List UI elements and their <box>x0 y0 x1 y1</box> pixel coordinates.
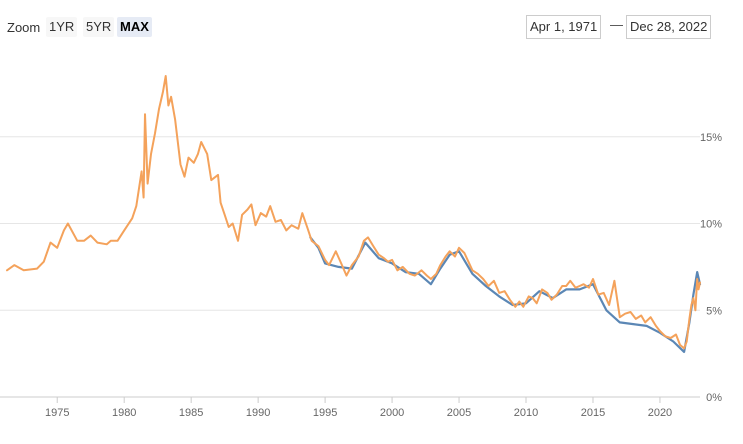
series-line-1 <box>6 75 701 350</box>
x-tick-label: 1985 <box>179 407 203 419</box>
series-line-2 <box>309 236 702 353</box>
x-tick-label: 2015 <box>581 407 605 419</box>
range-start-input[interactable]: Apr 1, 1971 <box>526 15 602 39</box>
zoom-max-button[interactable]: MAX <box>117 17 152 37</box>
y-tick-label: 10% <box>700 219 722 231</box>
range-end-input[interactable]: Dec 28, 2022 <box>626 15 712 39</box>
x-tick-label: 1975 <box>45 407 69 419</box>
y-tick-label: 0% <box>706 392 722 404</box>
zoom-label: Zoom <box>7 20 41 35</box>
x-tick-label: 1990 <box>246 407 270 419</box>
x-tick-label: 1980 <box>112 407 136 419</box>
x-tick-label: 2000 <box>380 407 404 419</box>
range-toolbar: Zoom 1YR 5YR MAX Apr 1, 1971 — Dec 28, 2… <box>0 15 743 41</box>
zoom-1yr-button[interactable]: 1YR <box>46 17 78 37</box>
x-tick-label: 2005 <box>447 407 471 419</box>
y-tick-label: 15% <box>700 132 722 144</box>
x-tick-label: 2020 <box>648 407 672 419</box>
x-tick-label: 2010 <box>514 407 538 419</box>
x-tick-label: 1995 <box>313 407 337 419</box>
zoom-5yr-button[interactable]: 5YR <box>83 17 115 37</box>
y-tick-label: 5% <box>706 305 722 317</box>
range-separator: — <box>610 17 623 32</box>
